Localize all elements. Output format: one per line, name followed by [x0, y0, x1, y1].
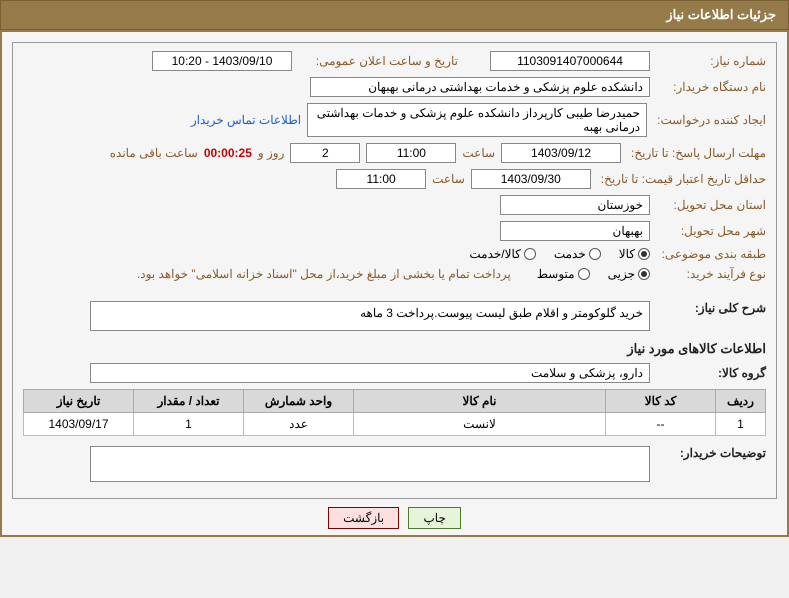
row-reply-deadline: مهلت ارسال پاسخ: تا تاریخ: 1403/09/12 سا… — [23, 143, 766, 163]
cell-date: 1403/09/17 — [24, 413, 134, 436]
th-rdf: ردیف — [716, 390, 766, 413]
label-province: استان محل تحویل: — [656, 198, 766, 212]
main-panel: شماره نیاز: 1103091407000644 تاریخ و ساع… — [0, 30, 789, 537]
radio-kala[interactable] — [638, 248, 650, 260]
field-remaining-days: 2 — [290, 143, 360, 163]
th-unit: واحد شمارش — [244, 390, 354, 413]
label-announce-dt: تاریخ و ساعت اعلان عمومی: — [298, 54, 458, 68]
label-reply-deadline: مهلت ارسال پاسخ: تا تاریخ: — [627, 146, 766, 160]
field-reply-time: 11:00 — [366, 143, 456, 163]
radio-item-jozi[interactable]: جزیی — [608, 267, 650, 281]
radio-khedmat[interactable] — [589, 248, 601, 260]
link-buyer-contact[interactable]: اطلاعات تماس خریدار — [191, 113, 301, 127]
radio-item-motavaset[interactable]: متوسط — [537, 267, 590, 281]
table-header-row: ردیف کد کالا نام کالا واحد شمارش تعداد /… — [24, 390, 766, 413]
purchase-note: پرداخت تمام یا بخشی از مبلغ خرید،از محل … — [137, 267, 511, 281]
label-buyer-comments: توضیحات خریدار: — [656, 446, 766, 460]
panel-header: جزئیات اطلاعات نیاز — [0, 0, 789, 30]
field-goods-group: دارو، پزشکی و سلامت — [90, 363, 650, 383]
th-date: تاریخ نیاز — [24, 390, 134, 413]
row-need-no: شماره نیاز: 1103091407000644 تاریخ و ساع… — [23, 51, 766, 71]
cell-rdf: 1 — [716, 413, 766, 436]
label-category: طبقه بندی موضوعی: — [656, 247, 766, 261]
label-city: شهر محل تحویل: — [656, 224, 766, 238]
field-quote-date: 1403/09/30 — [471, 169, 591, 189]
row-quote-valid: حداقل تاریخ اعتبار قیمت: تا تاریخ: 1403/… — [23, 169, 766, 189]
row-purchase-type: نوع فرآیند خرید: جزیی متوسط پرداخت تمام … — [23, 267, 766, 281]
back-button[interactable]: بازگشت — [328, 507, 399, 529]
label-time2: ساعت — [432, 172, 465, 186]
radio-item-khedmat[interactable]: خدمت — [554, 247, 601, 261]
label-requester: ایجاد کننده درخواست: — [653, 113, 766, 127]
radio-group-category: کالا خدمت کالا/خدمت — [469, 247, 650, 261]
section-items-info: اطلاعات کالاهای مورد نیاز — [23, 341, 766, 357]
field-requester: حمیدرضا طیبی کارپرداز دانشکده علوم پزشکی… — [307, 103, 647, 137]
field-need-no: 1103091407000644 — [490, 51, 650, 71]
field-province: خوزستان — [500, 195, 650, 215]
radio-jozi[interactable] — [638, 268, 650, 280]
row-requester: ایجاد کننده درخواست: حمیدرضا طیبی کارپرد… — [23, 103, 766, 137]
label-quote-valid: حداقل تاریخ اعتبار قیمت: تا تاریخ: — [597, 172, 766, 186]
row-need-desc: شرح کلی نیاز: خرید گلوکومتر و اقلام طبق … — [23, 301, 766, 331]
label-days: روز و — [258, 146, 285, 160]
label-goods-group: گروه کالا: — [656, 366, 766, 380]
radio-group-purchase: جزیی متوسط — [537, 267, 650, 281]
field-announce-dt: 1403/09/10 - 10:20 — [152, 51, 292, 71]
radio-item-kala-khedmat[interactable]: کالا/خدمت — [469, 247, 535, 261]
field-quote-time: 11:00 — [336, 169, 426, 189]
panel-title: جزئیات اطلاعات نیاز — [666, 7, 776, 22]
form-panel: شماره نیاز: 1103091407000644 تاریخ و ساع… — [12, 42, 777, 499]
items-table: ردیف کد کالا نام کالا واحد شمارش تعداد /… — [23, 389, 766, 436]
cell-unit: عدد — [244, 413, 354, 436]
row-buyer-comments: توضیحات خریدار: — [23, 446, 766, 482]
cell-name: لانست — [354, 413, 606, 436]
countdown: 00:00:25 — [204, 146, 252, 160]
button-row: چاپ بازگشت — [12, 507, 777, 529]
field-buyer-comments — [90, 446, 650, 482]
row-goods-group: گروه کالا: دارو، پزشکی و سلامت — [23, 363, 766, 383]
label-time1: ساعت — [462, 146, 495, 160]
th-qty: تعداد / مقدار — [134, 390, 244, 413]
radio-kala-khedmat[interactable] — [524, 248, 536, 260]
field-city: بهبهان — [500, 221, 650, 241]
label-remaining: ساعت باقی مانده — [110, 146, 198, 160]
row-province: استان محل تحویل: خوزستان — [23, 195, 766, 215]
label-purchase-type: نوع فرآیند خرید: — [656, 267, 766, 281]
field-reply-date: 1403/09/12 — [501, 143, 621, 163]
label-buyer-org: نام دستگاه خریدار: — [656, 80, 766, 94]
table-row: 1 -- لانست عدد 1 1403/09/17 — [24, 413, 766, 436]
row-category: طبقه بندی موضوعی: کالا خدمت کالا/خدمت — [23, 247, 766, 261]
th-name: نام کالا — [354, 390, 606, 413]
print-button[interactable]: چاپ — [408, 507, 460, 529]
cell-code: -- — [606, 413, 716, 436]
radio-motavaset[interactable] — [578, 268, 590, 280]
radio-item-kala[interactable]: کالا — [619, 247, 650, 261]
field-need-desc: خرید گلوکومتر و اقلام طبق لیست پیوست.پرد… — [90, 301, 650, 331]
row-buyer-org: نام دستگاه خریدار: دانشکده علوم پزشکی و … — [23, 77, 766, 97]
th-code: کد کالا — [606, 390, 716, 413]
field-buyer-org: دانشکده علوم پزشکی و خدمات بهداشتی درمان… — [310, 77, 650, 97]
cell-qty: 1 — [134, 413, 244, 436]
row-city: شهر محل تحویل: بهبهان — [23, 221, 766, 241]
label-need-no: شماره نیاز: — [656, 54, 766, 68]
label-need-desc: شرح کلی نیاز: — [656, 301, 766, 315]
